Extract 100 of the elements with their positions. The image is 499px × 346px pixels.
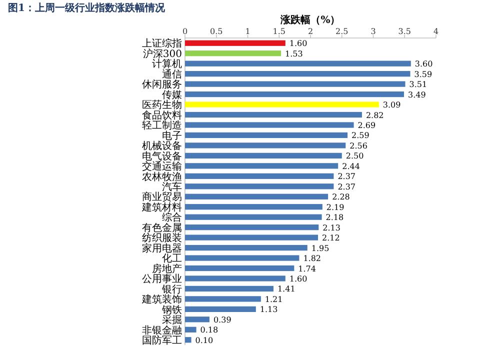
data-label: 2.13 [322, 223, 340, 232]
data-label: 2.59 [352, 131, 370, 140]
data-label: 0.18 [200, 326, 218, 335]
data-label: 2.37 [338, 182, 356, 192]
y-tick-label: 非银金融 [142, 324, 182, 336]
y-tick-label: 上证综指 [142, 38, 182, 50]
x-axis-title: 涨跌幅（%） [280, 14, 340, 26]
bar [185, 102, 379, 108]
bar [185, 326, 196, 332]
x-tick-label: 0.5 [210, 27, 223, 36]
y-tick-label: 汽车 [162, 180, 182, 193]
bar [185, 122, 354, 128]
y-tick-label: 电气设备 [142, 150, 182, 162]
data-label: 1.74 [298, 264, 316, 274]
y-tick-label: 采掘 [162, 314, 182, 326]
data-label: 1.21 [264, 294, 283, 304]
data-label: 2.37 [338, 172, 356, 182]
y-tick-label: 休闲服务 [142, 78, 182, 91]
data-label: 1.95 [311, 244, 330, 253]
data-label: 0.10 [195, 336, 214, 345]
x-tick-label: 1.5 [272, 27, 286, 36]
x-tick-label: 0 [182, 27, 188, 36]
y-tick-label: 化工 [162, 252, 182, 265]
text: 图1：上周一级行业指数涨跌幅情况 [8, 2, 166, 14]
x-tick-label: 3.5 [398, 27, 411, 36]
bar [185, 244, 308, 251]
data-label: 2.44 [342, 162, 360, 171]
data-label: 3.51 [409, 80, 428, 90]
data-label: 1.13 [260, 305, 278, 314]
bar [185, 71, 410, 77]
y-tick-label: 计算机 [152, 58, 182, 70]
data-label: 2.19 [326, 202, 344, 212]
bar [185, 214, 322, 220]
bar [185, 163, 338, 169]
data-label: 3.60 [414, 60, 433, 69]
bar [185, 60, 411, 66]
bar [185, 265, 294, 272]
y-tick-label: 电子 [162, 130, 182, 142]
y-tick-label: 钢铁 [161, 304, 182, 316]
y-tick-label: 轻工制造 [142, 120, 182, 132]
bar [185, 81, 406, 87]
data-label: 0.39 [213, 315, 232, 324]
data-label: 3.49 [408, 90, 426, 100]
data-label: 1.60 [289, 39, 308, 48]
y-tick-label: 综合 [162, 212, 182, 224]
data-label: 1.60 [289, 274, 308, 284]
x-tick-label: 3 [370, 27, 376, 36]
y-tick-label: 国防军工 [142, 334, 182, 346]
y-tick-label: 交通运输 [142, 160, 182, 173]
x-tick-label: 2 [308, 27, 314, 36]
bar [185, 132, 348, 138]
data-label: 1.53 [285, 49, 303, 58]
y-tick-label: 有色金属 [142, 222, 182, 234]
y-tick-label: 传媒 [162, 90, 182, 101]
y-tick-label: 农林牧渔 [142, 170, 182, 183]
bar [185, 234, 318, 240]
data-label: 2.56 [350, 141, 368, 150]
data-label: 2.82 [366, 110, 384, 120]
bar [185, 91, 404, 98]
data-label: 3.09 [382, 100, 401, 110]
y-tick-label: 公用事业 [142, 273, 182, 286]
y-tick-label: 纺织服装 [142, 232, 182, 244]
y-tick-label: 建筑材料 [141, 201, 182, 214]
bar [185, 173, 334, 179]
y-tick-label: 银行 [161, 284, 182, 296]
y-tick-label: 机械设备 [142, 140, 182, 152]
bar [185, 276, 286, 282]
y-tick-label: 食品饮料 [142, 109, 182, 122]
bar [185, 194, 328, 200]
data-label: 2.69 [358, 120, 376, 130]
bar [185, 296, 261, 302]
bar [185, 204, 322, 210]
bar [185, 286, 274, 292]
bar [185, 224, 319, 230]
y-tick-label: 医药生物 [142, 99, 182, 112]
x-tick-label: 1 [245, 27, 250, 36]
y-tick-label: 商业贸易 [142, 191, 182, 204]
y-tick-label: 沪深300 [142, 48, 182, 60]
x-tick-label: 4 [433, 27, 439, 36]
y-tick-label: 房地产 [152, 262, 182, 275]
x-tick-label: 2.5 [336, 27, 348, 36]
data-label: 1.82 [303, 254, 322, 264]
data-label: 2.50 [346, 152, 364, 161]
y-tick-label: 家用电器 [142, 242, 182, 254]
bar [185, 255, 300, 261]
bar [185, 184, 334, 190]
data-label: 2.28 [332, 192, 350, 202]
y-tick-label: 通信 [162, 68, 182, 80]
bar [185, 337, 192, 343]
bar [185, 152, 342, 158]
bar [185, 316, 210, 322]
data-label: 2.12 [322, 234, 340, 243]
bar [185, 50, 282, 56]
bar [185, 40, 286, 46]
data-label: 2.18 [326, 213, 344, 222]
bar [185, 112, 362, 118]
data-label: 3.59 [414, 70, 432, 79]
bar [185, 306, 256, 312]
y-tick-label: 建筑装饰 [141, 294, 182, 306]
bar [185, 142, 346, 148]
